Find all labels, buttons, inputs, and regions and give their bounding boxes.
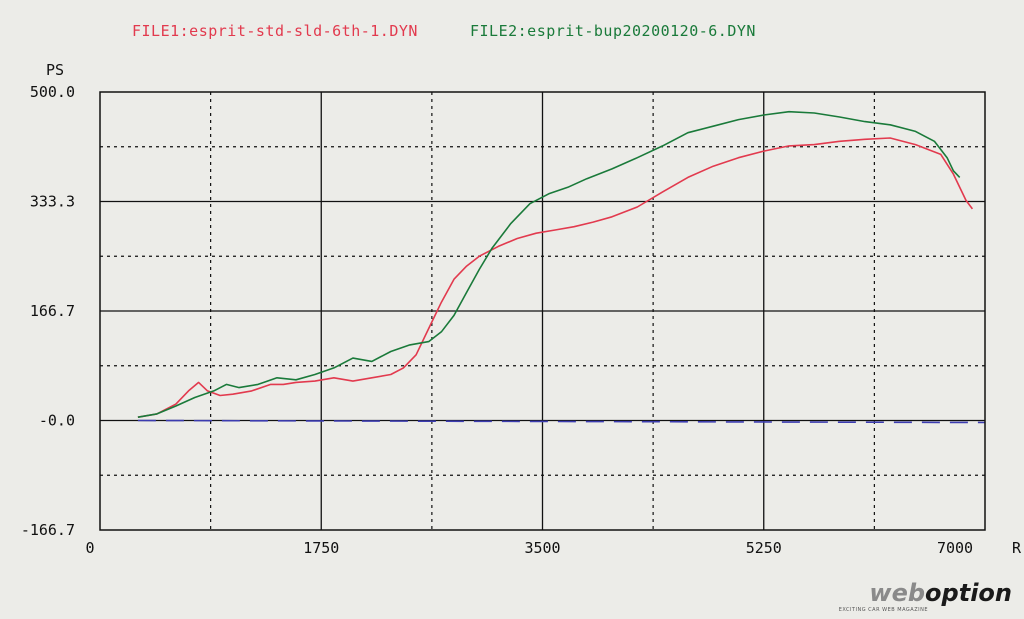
grid — [100, 92, 985, 530]
weboption-logo: weboption — [869, 579, 1012, 607]
logo-tagline: EXCITING CAR WEB MAGAZINE — [838, 607, 928, 613]
y-axis-label: PS — [46, 61, 64, 79]
series-line-1 — [137, 137, 974, 418]
x-tick-label: 1750 — [303, 539, 339, 557]
logo-option-text: option — [925, 579, 1012, 607]
y-tick-label: 333.3 — [30, 193, 75, 211]
x-tick-label: 0 — [85, 539, 94, 557]
y-tick-label: -0.0 — [39, 412, 75, 430]
x-axis-label: R — [1012, 539, 1022, 557]
series-lines — [137, 110, 986, 424]
x-tick-label: 7000 — [937, 539, 973, 557]
plot-frame — [99, 91, 986, 531]
tick-labels: 500.0 333.3 166.7 -0.0 -166.7 0 1750 3500 5250 70… — [21, 83, 973, 557]
legend-entry-file2: FILE2:esprit-bup20200120-6.DYN — [470, 22, 756, 40]
y-tick-label: -166.7 — [21, 521, 75, 539]
y-tick-label: 166.7 — [30, 302, 75, 320]
x-tick-label: 3500 — [524, 539, 560, 557]
y-tick-label: 500.0 — [30, 83, 75, 101]
logo-web-text: web — [869, 579, 926, 607]
zero-reference-line — [137, 419, 986, 424]
series-line-2 — [137, 110, 961, 418]
x-tick-label: 5250 — [746, 539, 782, 557]
legend-entry-file1: FILE1:esprit-std-sld-6th-1.DYN — [132, 22, 418, 40]
